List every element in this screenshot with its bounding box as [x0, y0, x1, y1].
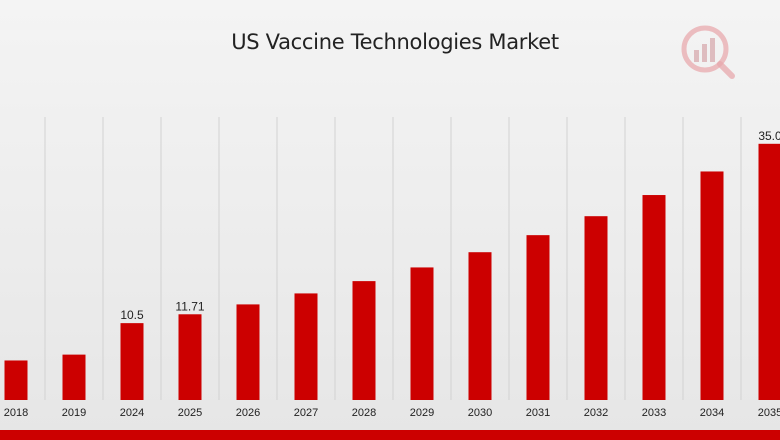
bar-2028 [352, 281, 376, 400]
x-tick-2027: 2027 [294, 407, 318, 419]
market-research-logo-icon [681, 25, 735, 79]
x-tick-2024: 2024 [120, 407, 144, 419]
x-tick-2025: 2025 [178, 407, 202, 419]
bar-2024 [120, 323, 144, 400]
x-tick-2018: 2018 [4, 407, 28, 419]
x-tick-2030: 2030 [468, 407, 492, 419]
bar-2026 [236, 304, 260, 400]
bar-2033 [642, 195, 666, 400]
bar-2019 [62, 354, 86, 400]
x-tick-2031: 2031 [526, 407, 550, 419]
bar-2029 [410, 267, 434, 400]
x-tick-2033: 2033 [642, 407, 666, 419]
x-tick-2026: 2026 [236, 407, 260, 419]
bar-2025 [178, 314, 202, 400]
bar-2034 [700, 171, 724, 400]
value-label-2035: 35.0 [758, 129, 780, 143]
bar-2030 [468, 252, 492, 400]
bar-2018 [4, 360, 28, 400]
value-label-2024: 10.5 [120, 308, 144, 322]
x-tick-2032: 2032 [584, 407, 608, 419]
value-label-2025: 11.71 [175, 299, 204, 313]
footer-accent-bar [0, 430, 780, 440]
x-tick-2029: 2029 [410, 407, 434, 419]
bar-2032 [584, 216, 608, 400]
chart-title: US Vaccine Technologies Market [231, 30, 559, 54]
bar-2035 [758, 143, 780, 401]
x-tick-2028: 2028 [352, 407, 376, 419]
bars [4, 143, 780, 401]
x-tick-labels: 2018 2019 2024 2025 2026 2027 2028 2029 2030 2031… [4, 407, 780, 419]
grid-lines [44, 117, 742, 400]
x-tick-2034: 2034 [700, 407, 724, 419]
bar-2027 [294, 293, 318, 400]
bar-2031 [526, 235, 550, 400]
x-tick-2035: 2035 [758, 407, 780, 419]
x-tick-2019: 2019 [62, 407, 86, 419]
value-labels: 10.5 11.71 35.0 [120, 129, 780, 322]
